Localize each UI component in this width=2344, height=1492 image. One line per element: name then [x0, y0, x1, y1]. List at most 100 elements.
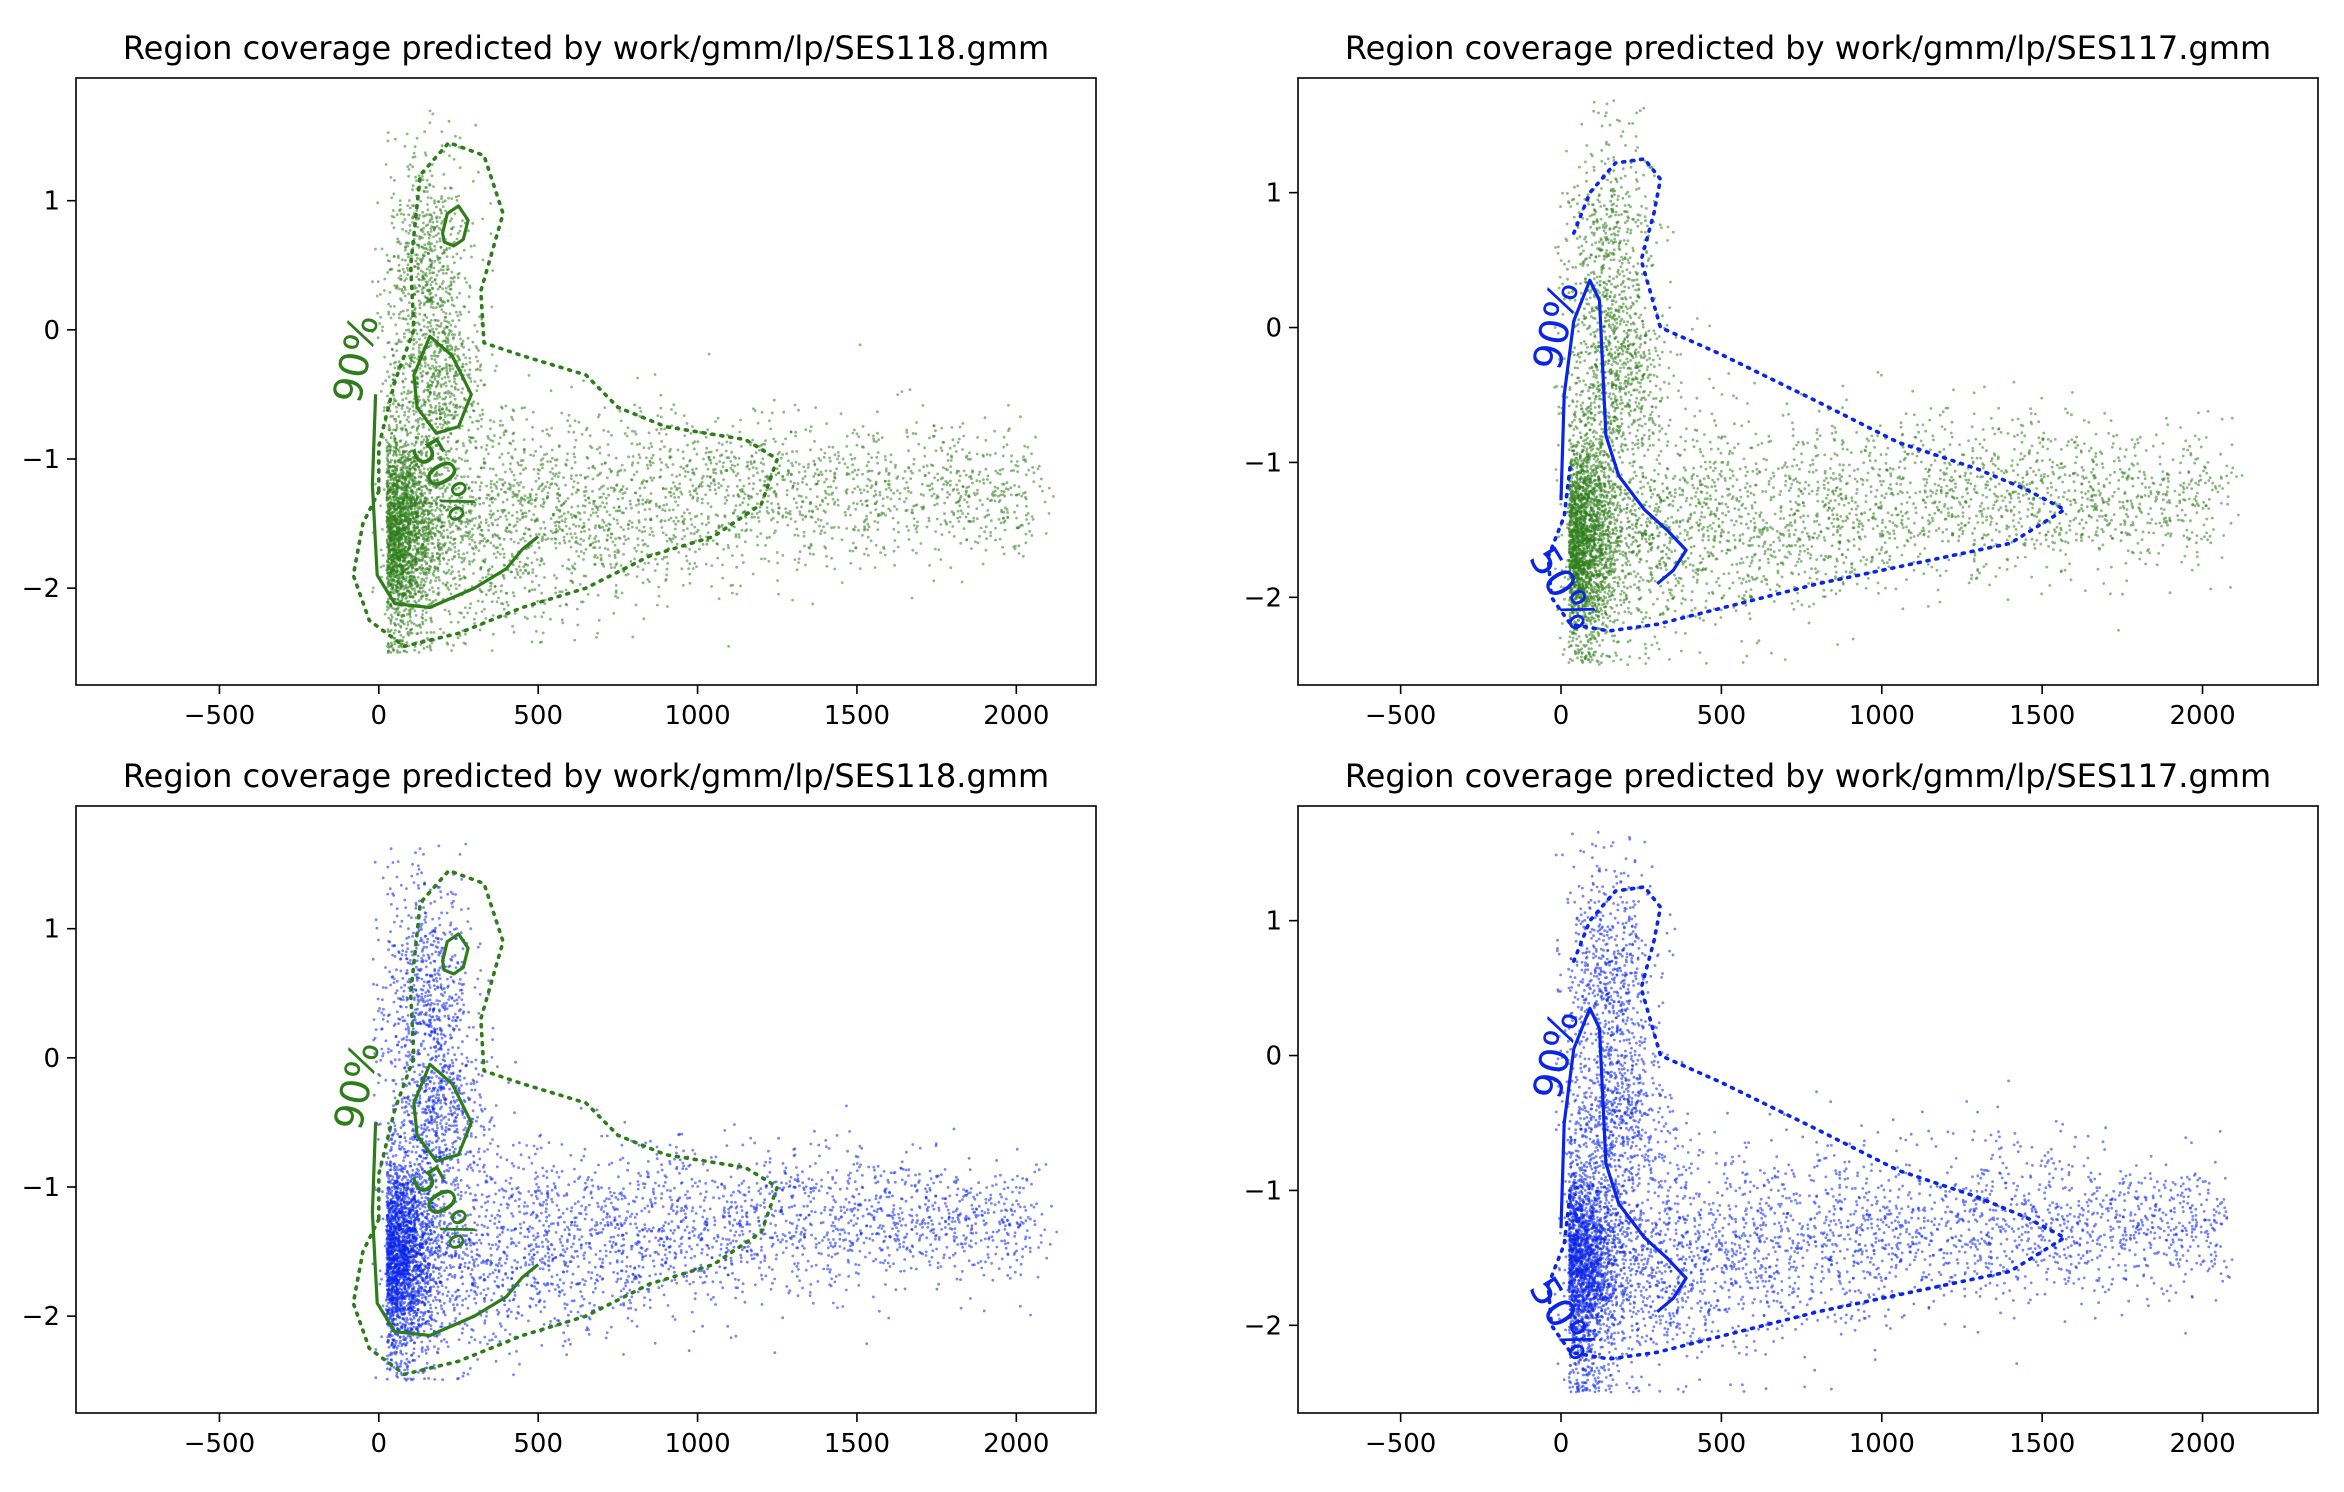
data-point	[401, 473, 405, 477]
data-point	[428, 413, 432, 417]
data-point	[566, 497, 570, 500]
data-point	[739, 584, 742, 588]
data-point	[443, 415, 447, 419]
data-point	[440, 130, 444, 134]
data-point	[408, 458, 412, 462]
data-point	[402, 635, 405, 639]
data-point	[819, 519, 823, 522]
data-point	[561, 621, 565, 625]
data-point	[425, 476, 429, 480]
data-point	[438, 410, 442, 413]
data-point	[825, 422, 829, 425]
data-point	[463, 501, 466, 505]
data-point	[574, 474, 578, 477]
data-point	[809, 425, 813, 429]
data-point	[500, 584, 503, 588]
data-point	[1016, 470, 1019, 473]
data-point	[582, 574, 586, 578]
data-point	[854, 507, 858, 511]
data-point	[490, 305, 494, 309]
data-point	[490, 649, 494, 652]
data-point	[869, 511, 872, 514]
data-point	[540, 539, 544, 543]
data-point	[441, 287, 445, 291]
data-point	[416, 454, 419, 457]
data-point	[589, 513, 593, 517]
data-point	[903, 470, 907, 473]
data-point	[404, 246, 407, 250]
data-point	[802, 530, 806, 534]
data-point	[716, 556, 720, 560]
data-point	[489, 509, 493, 513]
data-point	[501, 478, 504, 481]
data-point	[403, 248, 407, 252]
data-point	[508, 523, 512, 526]
data-point	[435, 240, 439, 244]
data-point	[698, 547, 701, 551]
data-point	[713, 488, 717, 492]
data-point	[1026, 512, 1030, 515]
data-point	[513, 576, 517, 580]
data-point	[904, 497, 908, 500]
data-point	[452, 643, 455, 647]
data-point	[946, 452, 950, 456]
data-point	[564, 524, 568, 528]
data-point	[740, 553, 744, 557]
data-point	[400, 468, 403, 472]
data-point	[557, 499, 561, 503]
data-point	[751, 438, 755, 442]
data-point	[596, 474, 600, 477]
data-point	[974, 493, 977, 497]
data-point	[759, 532, 763, 535]
data-point	[446, 440, 450, 444]
data-point	[686, 443, 689, 447]
data-point	[458, 482, 462, 486]
data-point	[412, 498, 416, 501]
data-point	[392, 417, 396, 421]
data-point	[756, 502, 759, 506]
data-point	[726, 544, 730, 547]
data-point	[420, 228, 424, 231]
data-point	[618, 409, 622, 413]
data-point	[923, 446, 926, 450]
data-point	[957, 520, 961, 523]
data-point	[454, 487, 458, 491]
data-point	[431, 449, 435, 453]
data-point	[664, 496, 667, 499]
data-point	[879, 551, 882, 554]
data-point	[451, 333, 454, 336]
data-point	[997, 500, 1001, 504]
data-point	[440, 308, 444, 311]
data-point	[446, 264, 450, 268]
data-point	[534, 493, 538, 496]
data-point	[538, 468, 541, 472]
data-point	[574, 438, 578, 442]
data-point	[679, 490, 683, 494]
data-point	[409, 317, 412, 321]
data-point	[406, 273, 409, 276]
data-point	[501, 547, 505, 551]
data-point	[518, 518, 522, 522]
data-point	[635, 470, 639, 474]
data-point	[412, 456, 416, 459]
data-point	[819, 459, 822, 462]
data-point	[435, 216, 438, 220]
data-point	[461, 387, 464, 390]
data-point	[567, 413, 571, 417]
data-point	[442, 280, 445, 283]
data-point	[431, 220, 435, 224]
data-point	[382, 409, 386, 413]
data-point	[408, 517, 412, 521]
data-point	[411, 537, 415, 541]
data-point	[797, 408, 800, 412]
data-point	[723, 496, 727, 499]
data-point	[480, 481, 483, 485]
data-point	[426, 371, 430, 375]
data-point	[794, 434, 797, 438]
data-point	[398, 203, 402, 207]
data-point	[411, 347, 415, 351]
data-point	[620, 463, 624, 467]
data-point	[397, 630, 401, 633]
data-point	[387, 375, 391, 379]
data-point	[844, 513, 848, 517]
